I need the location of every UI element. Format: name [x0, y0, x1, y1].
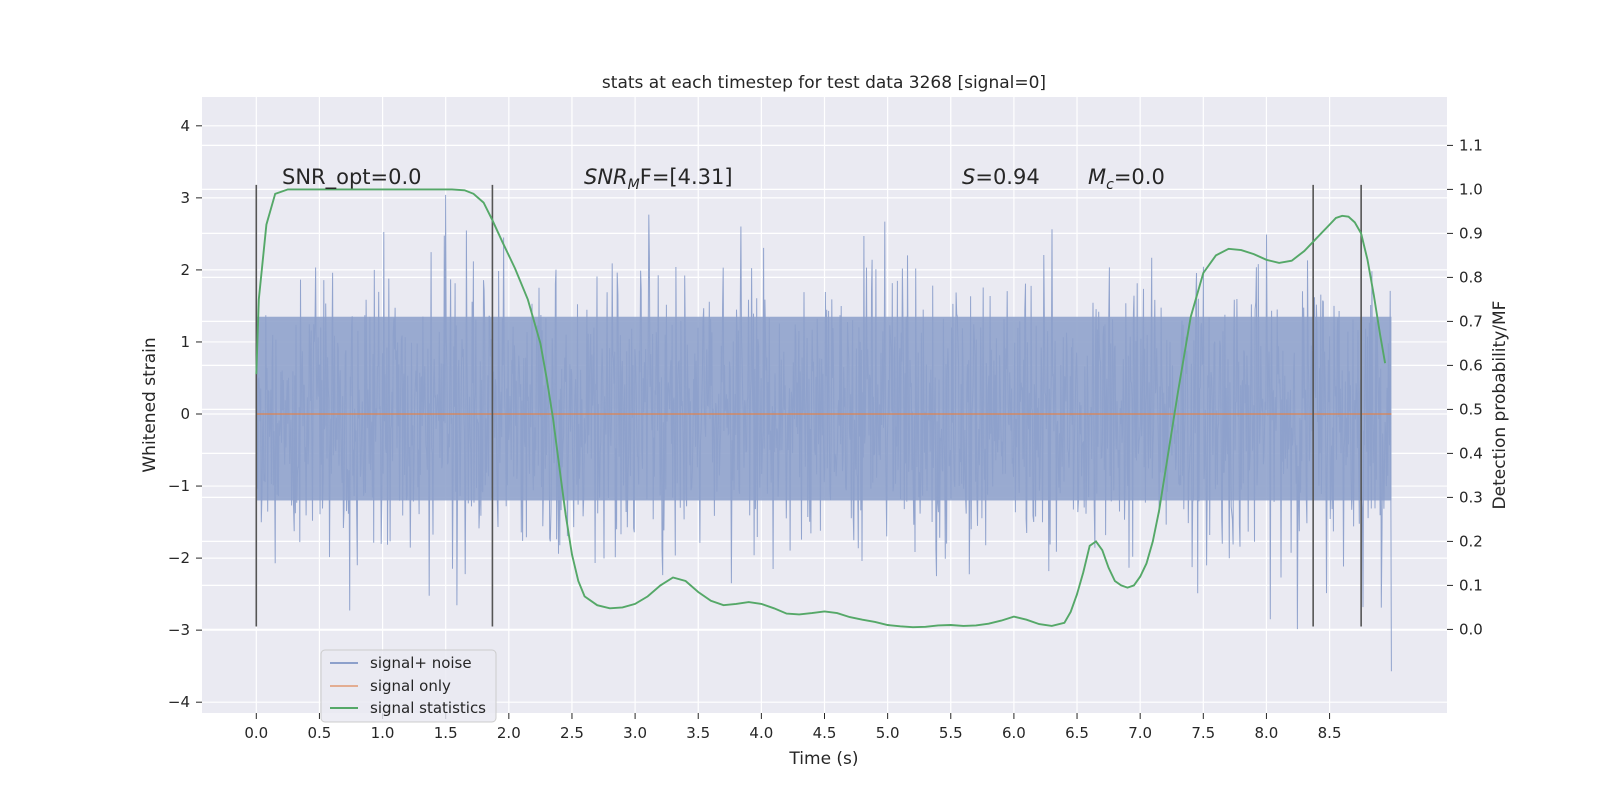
signal-noise-trace — [255, 194, 1392, 672]
y-right-tick-label: 0.2 — [1459, 532, 1483, 550]
y-right-tick-label: 0.6 — [1459, 356, 1483, 374]
y-right-tick-label: 0.3 — [1459, 488, 1483, 506]
x-tick-label: 8.0 — [1255, 724, 1279, 742]
x-tick-label: 3.5 — [686, 724, 710, 742]
y-right-tick-label: 0.7 — [1459, 312, 1483, 330]
y-right-tick-label: 0.8 — [1459, 268, 1483, 286]
annotation-mc: Mc=0.0 — [1088, 165, 1165, 193]
y-right-tick-label: 1.1 — [1459, 136, 1483, 154]
legend-label-signal-statistics: signal statistics — [370, 699, 486, 717]
y-left-tick-label: 4 — [180, 117, 190, 135]
x-tick-label: 5.0 — [876, 724, 900, 742]
x-tick-label: 0.0 — [244, 724, 268, 742]
y-left-tick-label: 2 — [180, 261, 190, 279]
y-right-tick-label: 1.0 — [1459, 180, 1483, 198]
y-right-tick-label: 0.9 — [1459, 224, 1483, 242]
annotation-s-rest: =0.94 — [975, 165, 1039, 189]
legend-label-signal-only: signal only — [370, 677, 451, 695]
x-tick-label: 3.0 — [623, 724, 647, 742]
annotation-mc-rest: =0.0 — [1114, 165, 1165, 189]
y-right-tick-label: 0.0 — [1459, 620, 1483, 638]
y-left-tick-label: 3 — [180, 189, 190, 207]
y-left-tick-label: −1 — [168, 477, 190, 495]
x-tick-label: 6.5 — [1065, 724, 1089, 742]
y-left-axis-title: Whitened strain — [140, 337, 160, 472]
annotation-snr-mf-rest: F=[4.31] — [640, 165, 733, 189]
chart-title: stats at each timestep for test data 326… — [602, 73, 1046, 93]
x-axis-title: Time (s) — [788, 749, 858, 769]
y-left-tick-label: 0 — [180, 405, 190, 423]
annotation-snr-mf-main: SNR — [584, 165, 628, 189]
annotation-snr-mf: SNRMF=[4.31] — [584, 165, 733, 193]
signal-statistics-series — [255, 188, 1387, 629]
x-axis-ticks: 0.0 0.5 1.0 1.5 2.0 2.5 3.0 3.5 4.0 4.5 5.0 5.5 6.0 6… — [244, 713, 1342, 742]
x-tick-label: 1.0 — [371, 724, 395, 742]
x-tick-label: 8.5 — [1318, 724, 1342, 742]
x-tick-label: 6.0 — [1002, 724, 1026, 742]
x-tick-label: 4.5 — [813, 724, 837, 742]
vertical-markers — [255, 184, 1362, 627]
signal-noise-series — [255, 194, 1392, 672]
annotation-s: S=0.94 — [962, 165, 1040, 189]
legend-box — [320, 649, 497, 723]
y-right-axis-title: Detection probability/MF — [1490, 301, 1510, 510]
legend-label-signal-noise: signal+ noise — [370, 654, 472, 672]
y-right-tick-label: 0.4 — [1459, 444, 1483, 462]
y-right-tick-label: 0.5 — [1459, 400, 1483, 418]
y-left-tick-label: −3 — [168, 621, 190, 639]
annotation-snr-opt: SNR_opt=0.0 — [282, 165, 422, 190]
y-left-tick-label: −4 — [168, 693, 190, 711]
y-right-tick-label: 0.1 — [1459, 576, 1483, 594]
y-left-axis-ticks: −4 −3 −2 −1 0 1 2 3 4 — [168, 117, 202, 711]
legend: signal+ noise signal only signal statist… — [320, 649, 497, 723]
y-right-axis-ticks: 0.0 0.1 0.2 0.3 0.4 0.5 0.6 0.7 0.8 0.9 1.0 1.1 — [1447, 136, 1483, 638]
x-tick-label: 2.5 — [560, 724, 584, 742]
x-tick-label: 5.5 — [939, 724, 963, 742]
x-tick-label: 7.0 — [1128, 724, 1152, 742]
y-left-tick-label: 1 — [180, 333, 190, 351]
x-tick-label: 0.5 — [307, 724, 331, 742]
annotation-mc-sub: c — [1106, 177, 1114, 193]
y-left-tick-label: −2 — [168, 549, 190, 567]
annotation-snr-mf-sub: M — [628, 177, 640, 193]
x-tick-label: 4.0 — [749, 724, 773, 742]
annotation-mc-main: M — [1088, 165, 1106, 189]
x-tick-label: 2.0 — [497, 724, 521, 742]
annotation-s-main: S — [962, 165, 975, 189]
x-tick-label: 1.5 — [434, 724, 458, 742]
x-tick-label: 7.5 — [1191, 724, 1215, 742]
